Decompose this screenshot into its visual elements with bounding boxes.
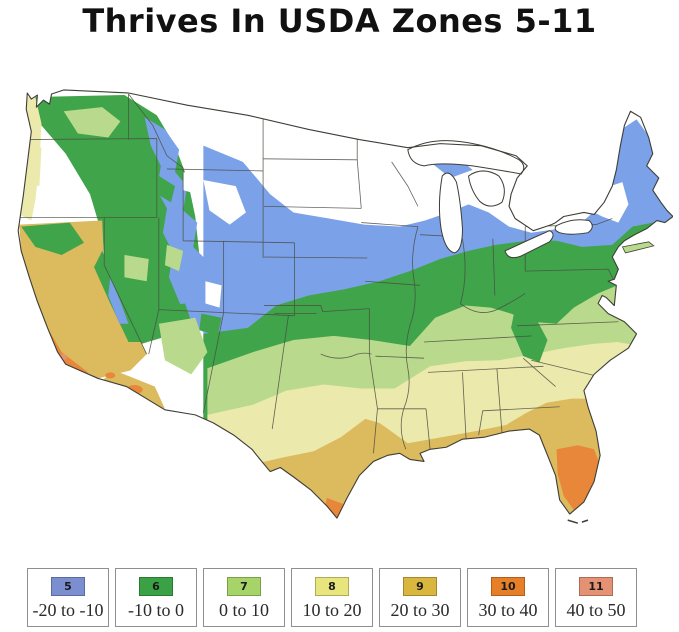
appalachian-green bbox=[511, 307, 548, 363]
zone-7-swatch: 7 bbox=[227, 577, 261, 596]
us-outline bbox=[17, 89, 673, 519]
florida-keys bbox=[567, 519, 589, 524]
zone-10-range: 30 to 40 bbox=[478, 600, 538, 620]
zone-8-swatch: 8 bbox=[315, 577, 349, 596]
legend-item-zone-7: 7 0 to 10 bbox=[203, 568, 285, 627]
us-map-svg bbox=[17, 89, 673, 524]
zone-9-swatch: 9 bbox=[403, 577, 437, 596]
phoenix-orange-spot bbox=[126, 385, 143, 395]
wyoming-white-patch bbox=[203, 180, 246, 225]
zone-5-range: -20 to -10 bbox=[32, 600, 104, 620]
nm-highlands bbox=[158, 317, 208, 375]
zone-5-swatch: 5 bbox=[51, 577, 85, 596]
legend-item-zone-9: 9 20 to 30 bbox=[379, 568, 461, 627]
zone-11-swatch: 11 bbox=[579, 577, 613, 596]
great-lakes bbox=[407, 140, 593, 259]
zone-8-label: 8 bbox=[328, 580, 336, 593]
rockies-blue bbox=[144, 117, 216, 332]
zone-11-range: 40 to 50 bbox=[566, 600, 626, 620]
zone-8-range: 10 to 20 bbox=[302, 600, 362, 620]
zone-11-label: 11 bbox=[588, 580, 604, 593]
yellowstone-white-patch bbox=[183, 171, 200, 195]
page-title: Thrives In USDA Zones 5-11 bbox=[82, 2, 597, 40]
zone-6-range: -10 to 0 bbox=[128, 600, 184, 620]
state-borders bbox=[19, 93, 619, 454]
north-california-green bbox=[21, 222, 84, 255]
legend-item-zone-6: 6 -10 to 0 bbox=[115, 568, 197, 627]
sierra-crest-blue bbox=[108, 277, 129, 324]
lake-erie bbox=[504, 230, 554, 259]
zone-10-label: 10 bbox=[500, 580, 516, 593]
legend-item-zone-11: 11 40 to 50 bbox=[555, 568, 637, 627]
lake-ontario bbox=[554, 219, 593, 235]
zone-7-range: 0 to 10 bbox=[218, 600, 269, 620]
colorado-south-green bbox=[199, 313, 222, 336]
legend-item-zone-5: 5 -20 to -10 bbox=[27, 568, 109, 627]
zone-6-label: 6 bbox=[152, 580, 160, 593]
zone-7-label: 7 bbox=[240, 580, 248, 593]
zone-fills bbox=[18, 89, 673, 519]
legend: 5 -20 to -10 6 -10 to 0 7 0 to 10 8 10 t… bbox=[27, 568, 637, 627]
yuma-orange-spot bbox=[105, 372, 116, 379]
willamette-valley bbox=[29, 145, 42, 187]
state-borders-west bbox=[19, 93, 295, 430]
lake-huron bbox=[468, 170, 505, 207]
zone-6-swatch: 6 bbox=[139, 577, 173, 596]
zone-10-swatch: 10 bbox=[491, 577, 525, 596]
long-island bbox=[621, 241, 655, 254]
usda-zone-map bbox=[5, 52, 673, 549]
nevada-valley-patch bbox=[124, 254, 149, 282]
legend-item-zone-10: 10 30 to 40 bbox=[467, 568, 549, 627]
state-borders-plains bbox=[263, 123, 427, 454]
zone-9-range: 20 to 30 bbox=[390, 600, 450, 620]
zone-9-label: 9 bbox=[416, 580, 424, 593]
columbia-basin bbox=[63, 107, 121, 138]
colorado-white-patch bbox=[205, 281, 222, 308]
state-borders-east bbox=[391, 161, 619, 450]
utah-valley-patch bbox=[164, 244, 184, 272]
lake-michigan bbox=[438, 172, 463, 254]
california-valley bbox=[19, 220, 147, 379]
legend-item-zone-8: 8 10 to 20 bbox=[291, 568, 373, 627]
zone-5-label: 5 bbox=[64, 580, 72, 593]
